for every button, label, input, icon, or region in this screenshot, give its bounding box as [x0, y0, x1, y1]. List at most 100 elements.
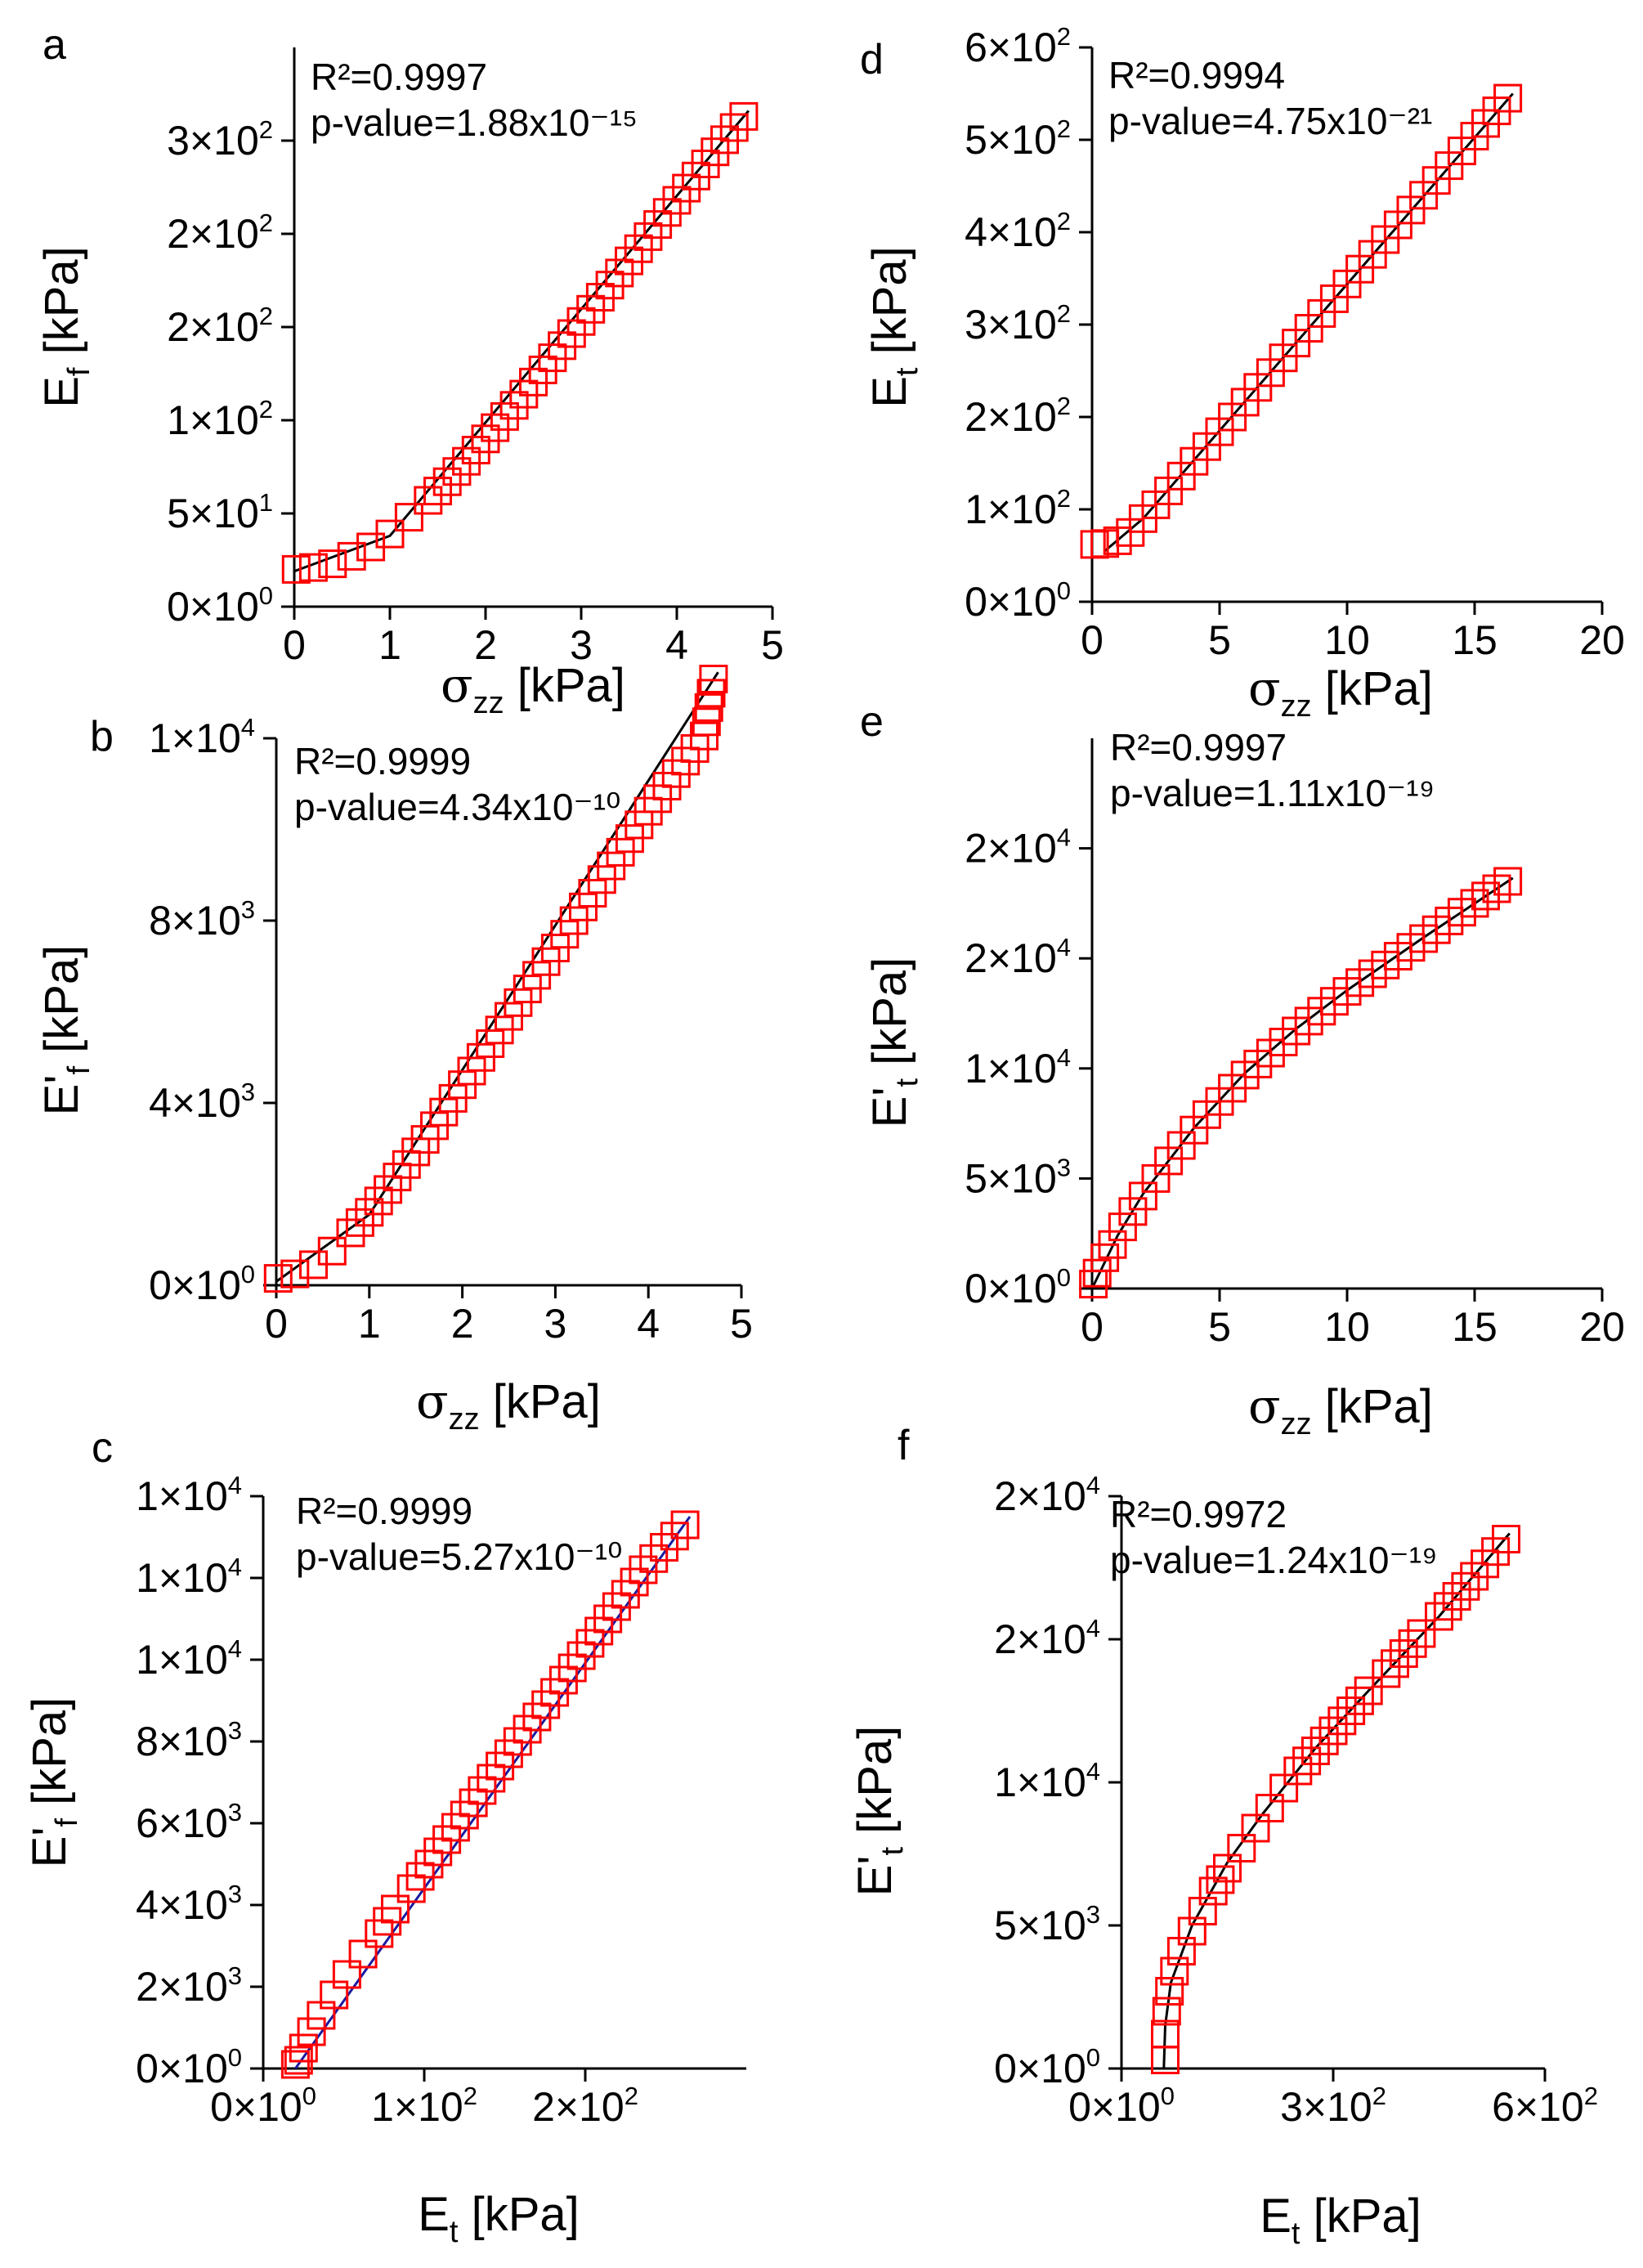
y-tick-exponent: 2	[259, 208, 273, 237]
panel-a: 0 1 2 3 4 50×1005×1011×1022×1022×1023×102aR²=…	[35, 21, 784, 720]
data-point	[1372, 1659, 1401, 1688]
y-tick-exponent: 4	[1086, 1471, 1100, 1499]
x-axis-label: Et [kPa]	[418, 2188, 580, 2249]
data-point	[490, 401, 519, 431]
y-tick-label: 1×104	[136, 1471, 242, 1519]
y-tick-mantissa: 5×10	[965, 1155, 1057, 1201]
y-tick-exponent: 4	[1086, 1614, 1100, 1643]
series-markers	[1079, 867, 1523, 1299]
y-tick-mantissa: 2×10	[965, 935, 1057, 981]
y-tick-label: 2×104	[965, 933, 1071, 981]
y-label-sub: t	[890, 1078, 924, 1087]
y-label-main: E	[35, 376, 88, 408]
y-tick-label: 0×100	[994, 2043, 1100, 2091]
x-tick-label: 20	[1579, 617, 1625, 663]
data-point	[423, 477, 452, 506]
x-tick-label: 10	[1324, 617, 1370, 663]
data-point	[1283, 1756, 1313, 1786]
data-point	[1398, 1629, 1427, 1658]
y-tick-exponent: 4	[1057, 1043, 1071, 1072]
x-label-sub: t	[1292, 2216, 1301, 2251]
x-tick-label: 0	[1081, 1304, 1104, 1350]
data-point	[280, 1259, 310, 1289]
y-label-sub: t	[875, 1847, 910, 1856]
data-point	[471, 424, 500, 454]
series-markers	[1151, 1525, 1520, 2074]
y-tick-mantissa: 2×10	[136, 1964, 228, 2010]
data-point	[1381, 1649, 1409, 1679]
y-tick-label: 2×104	[994, 1471, 1100, 1519]
data-point	[1118, 1197, 1148, 1226]
y-tick-mantissa: 2×10	[994, 1616, 1086, 1662]
x-tick-label: 0×100	[1068, 2082, 1175, 2130]
y-tick-label: 6×103	[136, 1798, 242, 1846]
y-tick-mantissa: 6×10	[965, 25, 1057, 70]
data-point	[1108, 1212, 1137, 1242]
y-tick-label: 2×104	[965, 823, 1071, 872]
series-markers	[1080, 83, 1523, 559]
y-tick-mantissa: 1×10	[965, 486, 1057, 532]
data-point	[1460, 889, 1489, 918]
y-tick-label: 1×104	[136, 1634, 242, 1683]
y-tick-label: 0×100	[965, 1263, 1071, 1311]
y-tick-exponent: 0	[259, 581, 273, 610]
panel-letter: b	[90, 713, 114, 760]
y-axis-label: E'f [kPa]	[35, 945, 96, 1116]
r-squared-label: R²=0.9999	[296, 1490, 472, 1532]
data-point	[1166, 1937, 1196, 1965]
y-tick-mantissa: 4×10	[136, 1882, 228, 1928]
x-tick-label: 1	[358, 1301, 381, 1347]
y-tick-mantissa: 1×10	[994, 1759, 1086, 1805]
data-point	[394, 503, 423, 532]
y-label-main: E'	[863, 1087, 916, 1128]
y-tick-exponent: 2	[259, 395, 273, 424]
r-squared-label: R²=0.9994	[1108, 54, 1285, 96]
y-tick-exponent: 2	[1057, 299, 1071, 328]
data-point	[1482, 874, 1511, 903]
data-point	[1098, 1230, 1127, 1259]
y-tick-mantissa: 1×10	[167, 397, 259, 443]
x-tick-label: 3×102	[1280, 2082, 1386, 2130]
data-point	[1451, 1571, 1480, 1601]
panel-e: 0 5 10 15 200×1005×1031×1042×1042×104eR²=0.9…	[860, 698, 1625, 1441]
y-tick-label: 0×100	[167, 581, 273, 630]
y-label-unit: [kPa]	[35, 945, 88, 1066]
y-label-unit: [kPa]	[23, 1697, 76, 1818]
x-tick-label: 4	[637, 1301, 660, 1347]
x-tick-label: 2	[451, 1301, 474, 1347]
x-tick-label: 10	[1324, 1304, 1370, 1350]
data-point	[1425, 1602, 1453, 1631]
y-tick-exponent: 0	[228, 2043, 242, 2072]
p-value-label: p-value=1.11x10⁻¹⁹	[1110, 772, 1435, 814]
data-point	[650, 1533, 678, 1562]
y-tick-label: 1×102	[965, 484, 1071, 532]
data-point	[660, 1522, 689, 1551]
y-tick-label: 1×104	[136, 1553, 242, 1601]
data-point	[1345, 1686, 1374, 1715]
y-label-sub: f	[50, 1818, 84, 1827]
y-tick-mantissa: 0×10	[136, 2046, 228, 2091]
data-point	[499, 391, 529, 420]
data-point	[1492, 1525, 1520, 1553]
series-markers	[280, 1510, 700, 2079]
x-label-main: σ	[1248, 1378, 1281, 1434]
x-tick-label: 1×102	[371, 2082, 477, 2130]
r-squared-label: R²=0.9972	[1110, 1493, 1287, 1535]
x-tick-exponent: 0	[302, 2082, 316, 2110]
data-point	[481, 413, 510, 442]
x-label-unit: [kPa]	[480, 1375, 601, 1428]
x-label-main: σ	[441, 657, 473, 713]
y-tick-label: 6×102	[965, 22, 1071, 70]
data-point	[452, 446, 481, 476]
y-tick-label: 0×100	[965, 576, 1071, 625]
x-tick-mantissa: 3×10	[1280, 2084, 1372, 2130]
p-value-label: p-value=4.75x10⁻²¹	[1108, 100, 1432, 142]
panel-letter: a	[43, 21, 66, 69]
x-tick-mantissa: 2×10	[532, 2084, 625, 2130]
panel-b: 0 1 2 3 4 50×1004×1038×1031×104bR²=0.9999p-va…	[35, 665, 753, 1437]
y-label-unit: [kPa]	[848, 1726, 902, 1847]
y-tick-exponent: 0	[1057, 1263, 1071, 1292]
y-tick-exponent: 2	[1057, 484, 1071, 513]
y-axis-label: E'f [kPa]	[23, 1697, 84, 1868]
